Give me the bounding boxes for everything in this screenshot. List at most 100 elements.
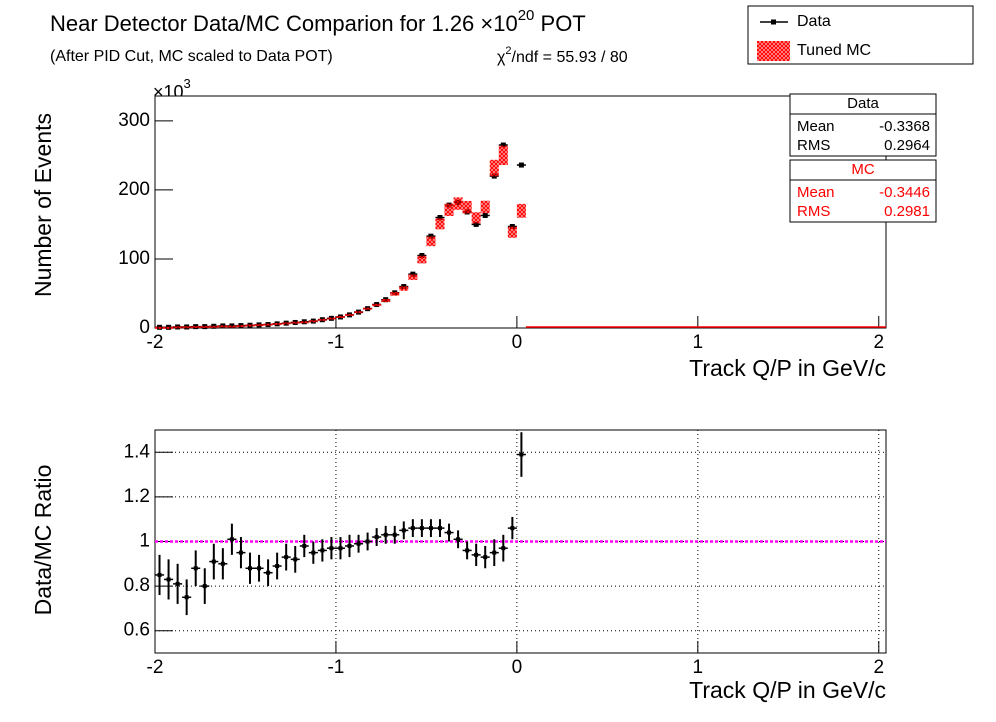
mc-box bbox=[200, 325, 210, 328]
mc-box bbox=[417, 255, 427, 264]
stats-label: RMS bbox=[797, 203, 830, 220]
stats-label: Mean bbox=[797, 118, 835, 135]
ratio-marker bbox=[428, 526, 433, 531]
ratio-marker bbox=[238, 550, 243, 555]
data-marker bbox=[473, 221, 479, 227]
stats-label: RMS bbox=[797, 137, 830, 154]
mc-box bbox=[308, 320, 318, 323]
stats-value: -0.3368 bbox=[879, 118, 930, 135]
legend-marker bbox=[771, 19, 776, 25]
stats-box bbox=[789, 93, 937, 157]
ratio-marker bbox=[284, 555, 289, 560]
x-tick-label: 0 bbox=[512, 657, 523, 678]
ratio-marker bbox=[519, 452, 524, 457]
chart-title: Near Detector Data/MC Comparion for 1.26… bbox=[50, 7, 586, 36]
ratio-marker bbox=[184, 595, 189, 600]
y-tick-label: 0 bbox=[139, 317, 150, 338]
mc-box bbox=[182, 326, 192, 329]
x-tick-label: -2 bbox=[147, 657, 164, 678]
x-axis-label: Track Q/P in GeV/c bbox=[689, 355, 886, 381]
mc-box bbox=[480, 200, 490, 214]
mc-box bbox=[290, 321, 300, 324]
ratio-marker bbox=[437, 526, 442, 531]
mc-box bbox=[354, 311, 364, 314]
x-tick-label: -1 bbox=[327, 332, 344, 353]
mc-box bbox=[516, 203, 526, 218]
mc-box bbox=[453, 197, 463, 210]
mc-box bbox=[335, 315, 345, 318]
ratio-marker bbox=[474, 552, 479, 557]
ratio-marker bbox=[483, 555, 488, 560]
mc-box bbox=[218, 325, 228, 328]
mc-box bbox=[444, 203, 454, 217]
mc-box bbox=[317, 318, 327, 321]
ratio-marker bbox=[492, 550, 497, 555]
ratio-marker bbox=[157, 572, 162, 577]
ratio-marker bbox=[338, 546, 343, 551]
mc-box bbox=[263, 323, 273, 326]
ratio-marker bbox=[347, 543, 352, 548]
ratio-marker bbox=[410, 526, 415, 531]
data-marker bbox=[500, 142, 506, 148]
data-marker bbox=[419, 253, 425, 258]
y-tick-label: 1.4 bbox=[124, 441, 151, 462]
annotation-text: χ bbox=[497, 49, 506, 66]
multiplier-superscript: 3 bbox=[184, 76, 191, 91]
stats-value: 0.2964 bbox=[884, 137, 930, 154]
subtitle: (After PID Cut, MC scaled to Data POT) bbox=[50, 48, 333, 65]
ratio-marker bbox=[365, 539, 370, 544]
mc-box bbox=[344, 313, 355, 316]
ratio-marker bbox=[401, 528, 406, 533]
y-tick-label: 0.6 bbox=[124, 620, 150, 641]
mc-box bbox=[173, 326, 183, 329]
data-marker bbox=[482, 212, 488, 218]
data-marker bbox=[428, 233, 434, 239]
ratio-marker bbox=[510, 526, 515, 531]
mc-box bbox=[236, 325, 246, 328]
mc-box bbox=[254, 324, 264, 327]
mc-box bbox=[426, 236, 436, 247]
x-tick-label: 1 bbox=[693, 332, 704, 353]
x-tick-label: 1 bbox=[693, 657, 704, 678]
ratio-marker bbox=[320, 548, 325, 553]
ratio-marker bbox=[311, 550, 316, 555]
title-text: POT bbox=[534, 11, 585, 36]
x-axis-label: Track Q/P in GeV/c bbox=[689, 677, 886, 703]
ratio-marker bbox=[456, 537, 461, 542]
legend-label: Tuned MC bbox=[797, 42, 871, 59]
ratio-marker bbox=[356, 541, 361, 546]
stats-title: Data bbox=[847, 95, 879, 112]
ratio-marker bbox=[465, 548, 470, 553]
mc-box bbox=[326, 317, 336, 320]
ratio-marker bbox=[501, 546, 506, 551]
stats-value: -0.3446 bbox=[879, 184, 930, 201]
y-tick-label: 1.2 bbox=[124, 486, 150, 507]
ratio-marker bbox=[302, 543, 307, 548]
ratio-marker bbox=[211, 559, 216, 564]
x-tick-label: 0 bbox=[512, 332, 523, 353]
mc-box bbox=[272, 323, 282, 326]
y-tick-label: 300 bbox=[118, 110, 150, 131]
mc-box bbox=[507, 226, 517, 238]
ratio-marker bbox=[175, 581, 180, 586]
mc-box bbox=[372, 303, 382, 307]
x-tick-label: -2 bbox=[147, 332, 164, 353]
mc-box bbox=[363, 307, 373, 310]
data-marker bbox=[437, 215, 443, 221]
y-tick-label: 200 bbox=[118, 179, 150, 200]
ratio-marker bbox=[392, 532, 397, 537]
x-tick-label: 2 bbox=[873, 332, 884, 353]
ratio-marker bbox=[166, 577, 171, 582]
stats-title: MC bbox=[851, 161, 874, 178]
ratio-marker bbox=[220, 561, 225, 566]
title-superscript: 20 bbox=[518, 7, 535, 24]
ratio-marker bbox=[329, 546, 334, 551]
mc-box bbox=[462, 200, 472, 214]
ratio-marker bbox=[293, 557, 298, 562]
mc-box bbox=[164, 326, 174, 329]
mc-box bbox=[489, 159, 499, 177]
legend-label: Data bbox=[797, 13, 831, 30]
ratio-marker bbox=[229, 537, 234, 542]
